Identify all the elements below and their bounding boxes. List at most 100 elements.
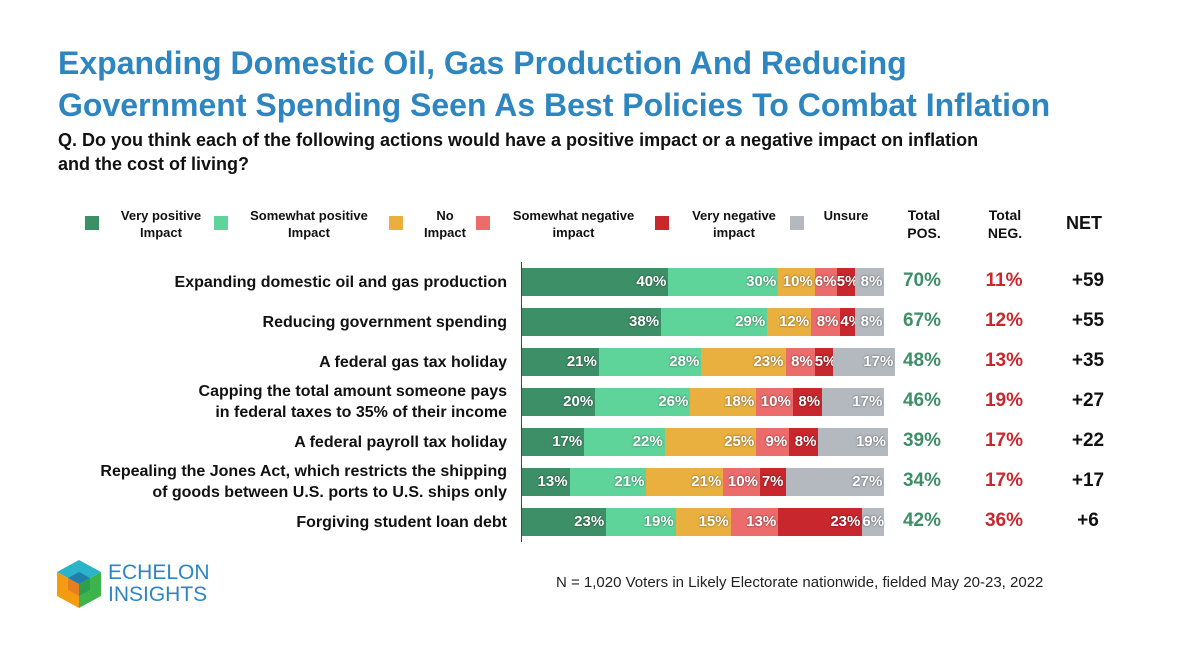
bar-segment: 9% bbox=[756, 428, 790, 456]
bar-segment: 8% bbox=[855, 268, 885, 296]
total-neg-value: 12% bbox=[984, 310, 1024, 331]
bar-segment: 6% bbox=[862, 508, 885, 536]
legend-label: Somewhat negative impact bbox=[496, 207, 651, 241]
legend-item: Very positive Impact bbox=[85, 207, 217, 247]
total-pos-value: 39% bbox=[902, 430, 942, 451]
bar-segment: 8% bbox=[785, 348, 815, 376]
bar-segment: 26% bbox=[595, 388, 691, 416]
bar-segment: 23% bbox=[522, 508, 607, 536]
legend-label-line1: Very positive bbox=[120, 208, 202, 223]
net-value: +35 bbox=[1071, 350, 1105, 371]
total-pos-header-line2: POS. bbox=[907, 225, 941, 241]
legend-label: No Impact bbox=[409, 207, 481, 241]
legend-swatch bbox=[655, 216, 669, 230]
bar-segment: 29% bbox=[661, 308, 768, 336]
row-label: Capping the total amount someone pays in … bbox=[199, 381, 507, 423]
row-label-line: in federal taxes to 35% of their income bbox=[215, 404, 507, 421]
bar-segment: 15% bbox=[675, 508, 731, 536]
bar-segment: 30% bbox=[668, 268, 779, 296]
legend-label-line1: Unsure bbox=[823, 208, 869, 223]
legend-label-line2: impact bbox=[713, 225, 755, 240]
bar-segment: 7% bbox=[759, 468, 786, 496]
net-value: +59 bbox=[1071, 270, 1105, 291]
bar-segment: 40% bbox=[522, 268, 669, 296]
net-value: +6 bbox=[1077, 510, 1099, 531]
bar-segment: 8% bbox=[855, 308, 885, 336]
row-label-line: Capping the total amount someone pays bbox=[198, 383, 507, 400]
bar-segment: 5% bbox=[814, 348, 836, 376]
legend-label: Unsure bbox=[810, 207, 882, 224]
question-line-1: Q. Do you think each of the following ac… bbox=[58, 130, 979, 150]
logo-line-2: INSIGHTS bbox=[108, 583, 208, 606]
bar-segment: 22% bbox=[584, 428, 665, 456]
legend-label-line1: Somewhat negative bbox=[512, 208, 635, 223]
bar-segment: 10% bbox=[778, 268, 815, 296]
legend-swatch bbox=[214, 216, 228, 230]
row-label-line: of goods between U.S. ports to U.S. ship… bbox=[152, 484, 507, 501]
bar-segment: 21% bbox=[569, 468, 647, 496]
bar-segment: 17% bbox=[822, 388, 885, 416]
total-pos-value: 42% bbox=[902, 510, 942, 531]
total-neg-value: 36% bbox=[984, 510, 1024, 531]
bar-segment: 6% bbox=[814, 268, 837, 296]
chart-axis-line bbox=[521, 262, 522, 542]
legend-swatch bbox=[476, 216, 490, 230]
bar-segment: 23% bbox=[701, 348, 786, 376]
legend-label-line2: Impact bbox=[424, 225, 466, 240]
legend-item: Somewhat positive Impact bbox=[214, 207, 384, 247]
row-label-line: A federal gas tax holiday bbox=[319, 353, 507, 371]
total-neg-value: 17% bbox=[984, 430, 1024, 451]
row-label: A federal gas tax holiday bbox=[319, 352, 507, 373]
net-value: +27 bbox=[1071, 390, 1105, 411]
bar-segment: 19% bbox=[818, 428, 888, 456]
legend-swatch bbox=[85, 216, 99, 230]
net-value: +17 bbox=[1071, 470, 1105, 491]
row-label-line: Forgiving student loan debt bbox=[296, 513, 507, 531]
page-title: Expanding Domestic Oil, Gas Production A… bbox=[58, 42, 1148, 126]
bar-segment: 38% bbox=[522, 308, 662, 336]
legend-label-line2: impact bbox=[552, 225, 595, 240]
legend-swatch bbox=[389, 216, 403, 230]
bar-segment: 10% bbox=[723, 468, 760, 496]
bar-segment: 25% bbox=[664, 428, 757, 456]
bar-segment: 20% bbox=[522, 388, 596, 416]
total-pos-value: 34% bbox=[902, 470, 942, 491]
total-pos-value: 70% bbox=[902, 270, 942, 291]
bar-segment: 19% bbox=[606, 508, 676, 536]
net-value: +55 bbox=[1071, 310, 1105, 331]
total-pos-value: 46% bbox=[902, 390, 942, 411]
legend-label: Very positive Impact bbox=[105, 207, 217, 241]
row-label: A federal payroll tax holiday bbox=[294, 432, 507, 453]
total-neg-header: Total NEG. bbox=[976, 206, 1034, 242]
row-label: Forgiving student loan debt bbox=[296, 512, 507, 533]
total-neg-value: 19% bbox=[984, 390, 1024, 411]
total-neg-value: 13% bbox=[984, 350, 1024, 371]
row-label: Expanding domestic oil and gas productio… bbox=[175, 272, 507, 293]
logo-wordmark: ECHELON INSIGHTS bbox=[108, 562, 210, 606]
row-label: Reducing government spending bbox=[263, 312, 507, 333]
total-pos-value: 48% bbox=[902, 350, 942, 371]
question-text: Q. Do you think each of the following ac… bbox=[58, 128, 1128, 176]
bar-segment: 23% bbox=[778, 508, 863, 536]
total-neg-value: 17% bbox=[984, 470, 1024, 491]
title-line-2: Government Spending Seen As Best Policie… bbox=[58, 87, 1051, 123]
bar-segment: 17% bbox=[833, 348, 896, 376]
total-pos-header-line1: Total bbox=[907, 207, 941, 223]
bar-segment: 8% bbox=[811, 308, 841, 336]
legend-label-line1: Very negative bbox=[692, 208, 776, 223]
bar-segment: 5% bbox=[836, 268, 858, 296]
row-label-line: A federal payroll tax holiday bbox=[294, 433, 507, 451]
total-neg-header-line2: NEG. bbox=[987, 225, 1023, 241]
legend-label: Somewhat positive Impact bbox=[234, 207, 384, 241]
bar-segment: 21% bbox=[646, 468, 724, 496]
legend-label-line1: Somewhat positive bbox=[250, 208, 368, 223]
total-pos-header: Total POS. bbox=[896, 206, 952, 242]
bar-segment: 18% bbox=[690, 388, 757, 416]
bar-segment: 8% bbox=[789, 428, 819, 456]
bar-segment: 13% bbox=[730, 508, 779, 536]
bar-segment: 8% bbox=[792, 388, 823, 416]
row-label-line: Reducing government spending bbox=[262, 313, 507, 331]
bar-segment: 13% bbox=[522, 468, 570, 496]
bar-segment: 17% bbox=[522, 428, 585, 456]
row-label: Repealing the Jones Act, which restricts… bbox=[100, 461, 507, 503]
